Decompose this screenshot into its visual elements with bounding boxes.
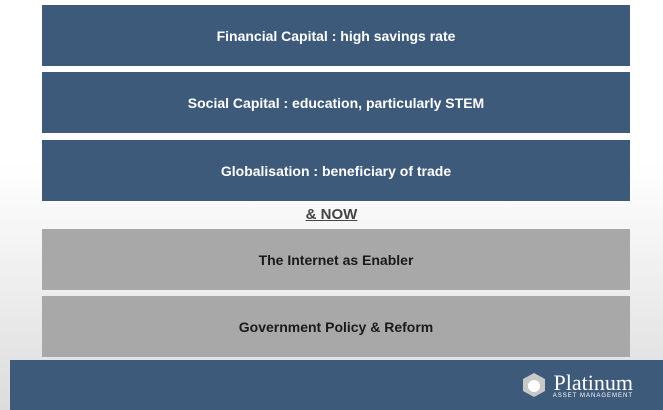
block: Social Capital : education, particularly… [42,72,630,133]
footer: Platinum ASSET MANAGEMENT [10,360,663,410]
block: Globalisation : beneficiary of trade [42,140,630,201]
logo-icon [523,373,545,397]
tagline: ASSET MANAGEMENT [552,393,633,399]
block: Financial Capital : high savings rate [42,5,630,66]
separator: & NOW [305,206,358,223]
lower-block: Government Policy & Reform [42,296,630,357]
lower-block: The Internet as Enabler [42,229,630,290]
brand: Platinum [553,370,633,395]
